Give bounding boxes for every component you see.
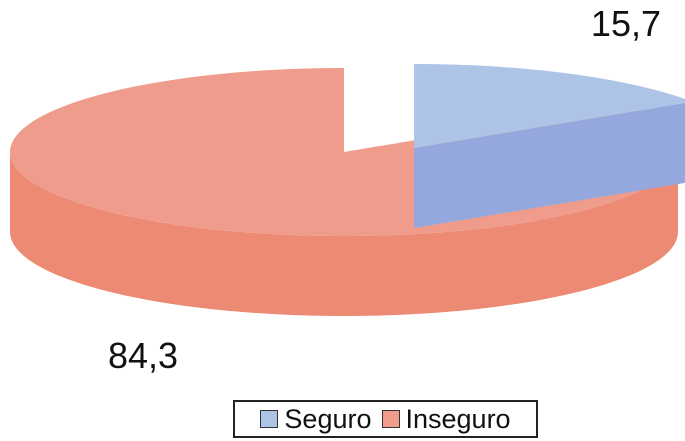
legend-item-seguro: Seguro [260,403,372,434]
chart-legend: Seguro Inseguro [233,400,538,438]
legend-item-inseguro: Inseguro [381,403,511,434]
legend-swatch-inseguro [381,410,400,428]
legend-swatch-seguro [260,410,279,428]
legend-label-inseguro: Inseguro [405,403,511,434]
pie-cut-face-seguro [414,102,685,228]
data-label-seguro: 15,7 [590,3,661,44]
data-label-inseguro: 84,3 [108,335,179,376]
pie-slice-seguro [414,64,685,228]
pie-side-inseguro-0 [10,152,678,316]
pie-top-seguro [414,64,685,148]
legend-label-seguro: Seguro [284,403,372,434]
